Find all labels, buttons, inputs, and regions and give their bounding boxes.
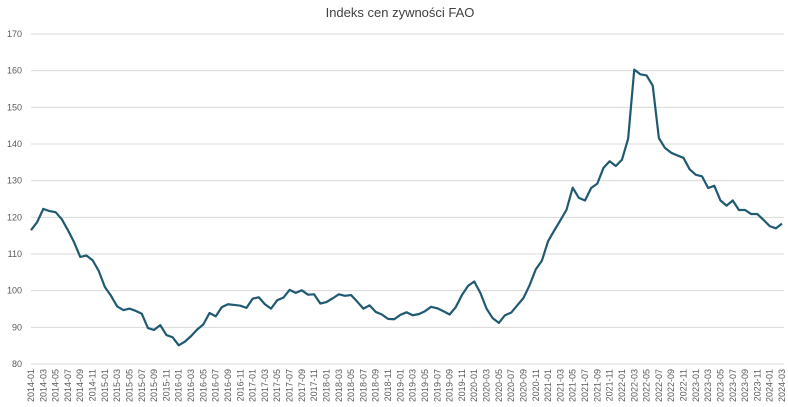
y-tick-label: 130 [7,176,22,186]
x-tick-label: 2019-05 [420,369,430,402]
x-tick-label: 2019-03 [408,369,418,402]
x-tick-label: 2014-11 [88,369,98,401]
x-tick-label: 2016-11 [235,369,245,401]
x-tick-label: 2018-07 [358,369,368,402]
x-tick-label: 2020-09 [518,369,528,402]
x-tick-label: 2022-05 [642,369,652,402]
y-tick-label: 100 [7,286,22,296]
x-tick-label: 2018-03 [334,369,344,402]
y-tick-label: 170 [7,29,22,39]
x-tick-label: 2016-01 [174,369,184,402]
x-tick-label: 2015-01 [100,369,110,402]
x-tick-label: 2018-11 [383,369,393,401]
x-tick-label: 2022-09 [666,369,676,402]
y-tick-label: 160 [7,66,22,76]
x-tick-label: 2014-01 [26,369,36,402]
x-tick-label: 2015-11 [161,369,171,401]
x-tick-label: 2022-07 [654,369,664,402]
x-tick-label: 2014-09 [75,369,85,402]
x-tick-label: 2019-07 [432,369,442,402]
y-tick-label: 150 [7,102,22,112]
x-tick-label: 2021-11 [605,369,615,401]
x-tick-label: 2018-09 [371,369,381,402]
x-tick-label: 2020-01 [469,369,479,402]
x-tick-label: 2021-01 [543,369,553,402]
x-tick-label: 2016-05 [198,369,208,402]
x-tick-label: 2019-09 [445,369,455,402]
x-tick-label: 2023-09 [740,369,750,402]
x-tick-label: 2017-09 [297,369,307,402]
x-tick-label: 2017-03 [260,369,270,402]
chart-title: Indeks cen zywności FAO [326,5,475,20]
x-tick-label: 2016-07 [211,369,221,402]
x-tick-label: 2015-09 [149,369,159,402]
x-tick-label: 2014-05 [51,369,61,402]
x-tick-label: 2015-05 [124,369,134,402]
x-tick-label: 2023-05 [715,369,725,402]
x-tick-label: 2024-01 [765,369,775,402]
y-tick-label: 120 [7,212,22,222]
x-tick-label: 2015-07 [137,369,147,402]
x-tick-label: 2017-01 [248,369,258,402]
x-tick-label: 2020-07 [506,369,516,402]
x-tick-label: 2017-11 [309,369,319,401]
x-tick-label: 2023-11 [752,369,762,401]
x-tick-label: 2024-03 [777,369,787,402]
x-tick-label: 2021-05 [568,369,578,402]
x-tick-label: 2016-03 [186,369,196,402]
x-tick-label: 2020-11 [531,369,541,401]
x-tick-label: 2017-05 [272,369,282,402]
x-tick-label: 2018-01 [321,369,331,402]
x-tick-label: 2023-01 [691,369,701,402]
x-tick-label: 2019-11 [457,369,467,401]
y-tick-label: 80 [12,359,22,369]
x-tick-label: 2022-01 [617,369,627,402]
y-tick-label: 110 [8,249,22,259]
x-tick-label: 2017-07 [285,369,295,402]
y-tick-label: 90 [12,322,22,332]
x-tick-label: 2016-09 [223,369,233,402]
x-tick-label: 2022-11 [679,369,689,401]
x-tick-label: 2022-03 [629,369,639,402]
x-tick-label: 2020-03 [482,369,492,402]
line-series [30,68,783,347]
x-tick-label: 2019-01 [395,369,405,402]
x-tick-label: 2014-03 [38,369,48,402]
x-tick-label: 2021-09 [592,369,602,402]
x-tick-label: 2021-03 [555,369,565,402]
x-tick-label: 2014-07 [63,369,73,402]
x-tick-label: 2023-07 [728,369,738,402]
y-tick-label: 140 [7,139,22,149]
x-tick-label: 2023-03 [703,369,713,402]
x-tick-label: 2021-07 [580,369,590,402]
x-tick-label: 2015-03 [112,369,122,402]
x-tick-label: 2018-05 [346,369,356,402]
x-tick-label: 2020-05 [494,369,504,402]
